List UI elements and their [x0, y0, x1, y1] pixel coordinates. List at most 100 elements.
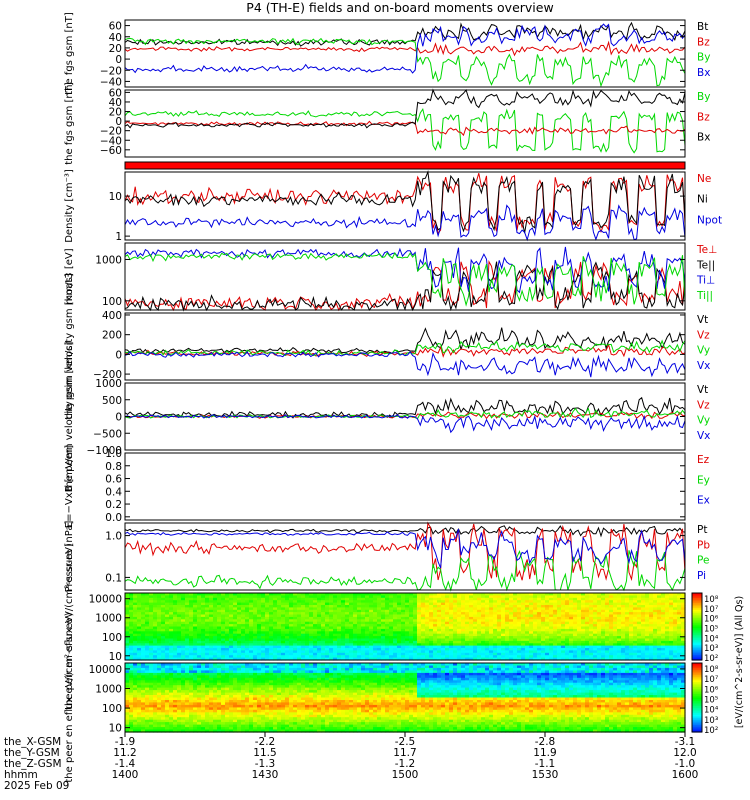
- spectrogram-cell: [493, 650, 498, 654]
- spectrogram-cell: [621, 655, 626, 659]
- spectrogram-cell: [413, 645, 418, 649]
- spectrogram-cell: [157, 643, 162, 647]
- spectrogram-cell: [217, 609, 222, 613]
- spectrogram-cell: [669, 626, 674, 630]
- spectrogram-cell: [157, 605, 162, 608]
- panel-frame: [124, 312, 686, 381]
- spectrogram-cell: [401, 614, 406, 618]
- spectrogram-cell: [625, 631, 630, 635]
- spectrogram-cell: [585, 602, 590, 606]
- spectrogram-cell: [237, 714, 242, 718]
- spectrogram-cell: [169, 652, 174, 656]
- spectrogram-cell: [621, 650, 626, 654]
- spectrogram-cell: [509, 616, 514, 620]
- spectrogram-cell: [133, 702, 138, 706]
- spectrogram-cell: [357, 605, 362, 608]
- spectrogram-cell: [433, 626, 438, 630]
- spectrogram-cell: [225, 595, 230, 599]
- spectrogram-cell: [221, 655, 226, 659]
- spectrogram-cell: [229, 595, 234, 599]
- spectrogram-cell: [561, 607, 566, 611]
- spectrogram-cell: [625, 652, 630, 656]
- spectrogram-cell: [249, 619, 254, 623]
- spectrogram-cell: [681, 600, 686, 604]
- spectrogram-cell: [209, 685, 214, 689]
- spectrogram-cell: [265, 605, 270, 608]
- spectrogram-cell: [161, 645, 166, 649]
- spectrogram-cell: [409, 621, 414, 625]
- spectrogram-cell: [349, 640, 354, 644]
- spectrogram-cell: [185, 633, 190, 637]
- spectrogram-cell: [317, 640, 322, 644]
- spectrogram-cell: [137, 593, 142, 596]
- spectrogram-cell: [197, 712, 202, 716]
- spectrogram-cell: [241, 619, 246, 623]
- spectrogram-cell: [649, 636, 654, 640]
- spectrogram-cell: [365, 657, 370, 661]
- spectrogram-cell: [141, 643, 146, 647]
- spectrogram-cell: [193, 717, 198, 721]
- spectrogram-cell: [297, 638, 302, 642]
- spectrogram-cell: [293, 633, 298, 637]
- spectrogram-cell: [269, 600, 274, 604]
- spectrogram-cell: [165, 700, 170, 704]
- spectrogram-cell: [137, 619, 142, 623]
- spectrogram-cell: [621, 597, 626, 601]
- spectrogram-cell: [125, 655, 130, 659]
- spectrogram-cell: [393, 614, 398, 618]
- spectrogram-cell: [613, 626, 618, 630]
- spectrogram-cell: [309, 648, 314, 651]
- spectrogram-cell: [233, 690, 238, 694]
- spectrogram-cell: [145, 704, 150, 708]
- spectrogram-cell: [305, 612, 310, 616]
- spectrogram-cell: [249, 636, 254, 640]
- spectrogram-cell: [629, 638, 634, 642]
- spectrogram-cell: [445, 607, 450, 611]
- spectrogram-cell: [277, 624, 282, 628]
- spectrogram-cell: [369, 595, 374, 599]
- spectrogram-cell: [309, 631, 314, 635]
- spectrogram-cell: [277, 638, 282, 642]
- spectrogram-cell: [569, 616, 574, 620]
- spectrogram-cell: [577, 612, 582, 616]
- spectrogram-cell: [457, 650, 462, 654]
- spectrogram-cell: [225, 597, 230, 601]
- spectrogram-cell: [413, 600, 418, 604]
- spectrogram-cell: [537, 645, 542, 649]
- spectrogram-cell: [541, 602, 546, 606]
- spectrogram-cell: [489, 609, 494, 613]
- spectrogram-cell: [173, 704, 178, 708]
- spectrogram-cell: [477, 621, 482, 625]
- panel-frame: [124, 522, 686, 591]
- spectrogram-cell: [645, 616, 650, 620]
- spectrogram-cell: [125, 607, 130, 611]
- spectrogram-cell: [193, 626, 198, 630]
- spectrogram-cell: [201, 612, 206, 616]
- spectrogram-cell: [129, 672, 134, 676]
- spectrogram-cell: [289, 600, 294, 604]
- spectrogram-cell: [149, 697, 154, 701]
- spectrogram-cell: [613, 648, 618, 651]
- spectrogram-cell: [337, 657, 342, 661]
- spectrogram-cell: [301, 633, 306, 637]
- spectrogram-cell: [489, 621, 494, 625]
- spectrogram-cell: [313, 628, 318, 632]
- spectrogram-cell: [329, 607, 334, 611]
- spectrogram-cell: [577, 633, 582, 637]
- spectrogram-cell: [661, 648, 666, 651]
- spectrogram-cell: [573, 645, 578, 649]
- spectrogram-cell: [617, 616, 622, 620]
- spectrogram-cell: [325, 614, 330, 618]
- spectrogram-cell: [665, 640, 670, 644]
- spectrogram-cell: [633, 602, 638, 606]
- spectrogram-cell: [481, 638, 486, 642]
- spectrogram-cell: [245, 655, 250, 659]
- spectrogram-cell: [133, 692, 138, 696]
- spectrogram-cell: [185, 685, 190, 689]
- spectrogram-cell: [645, 633, 650, 637]
- spectrogram-cell: [665, 628, 670, 632]
- spectrogram-cell: [345, 650, 350, 654]
- spectrogram-cell: [489, 643, 494, 647]
- spectrogram-cell: [537, 616, 542, 620]
- spectrogram-cell: [389, 636, 394, 640]
